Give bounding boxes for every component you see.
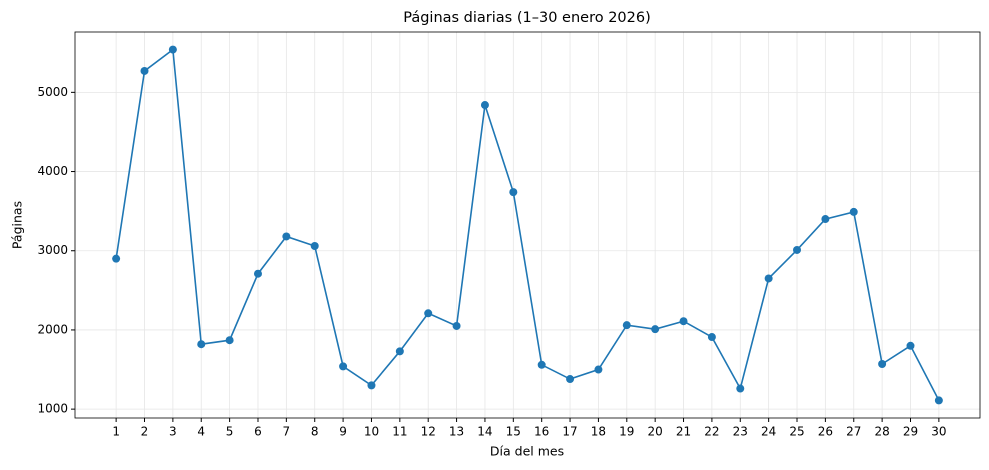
x-tick-label: 15 — [506, 425, 521, 439]
marker — [878, 359, 887, 368]
x-axis-label: Día del mes — [490, 444, 564, 459]
marker — [651, 325, 660, 334]
x-tick-label: 18 — [591, 425, 606, 439]
x-tick-label: 4 — [197, 425, 205, 439]
x-tick-label: 2 — [141, 425, 149, 439]
marker — [140, 66, 149, 75]
marker — [934, 396, 943, 405]
x-tick-label: 14 — [477, 425, 492, 439]
marker — [424, 309, 433, 318]
marker — [679, 317, 688, 326]
marker — [339, 362, 348, 371]
x-tick-label: 9 — [339, 425, 347, 439]
x-tick-label: 13 — [449, 425, 464, 439]
marker — [566, 375, 575, 384]
x-tick-label: 24 — [761, 425, 776, 439]
marker — [480, 101, 489, 110]
marker — [736, 384, 745, 393]
marker — [594, 365, 603, 374]
marker — [821, 215, 830, 224]
marker — [707, 333, 716, 342]
x-tick-label: 20 — [648, 425, 663, 439]
x-tick-label: 16 — [534, 425, 549, 439]
chart-title: Páginas diarias (1–30 enero 2026) — [403, 10, 651, 26]
marker — [849, 207, 858, 216]
x-tick-label: 22 — [704, 425, 719, 439]
line — [115, 48, 940, 401]
marker — [253, 269, 262, 278]
x-tick-label: 25 — [789, 425, 804, 439]
marker — [112, 254, 121, 263]
y-tick-label: 1000 — [37, 402, 68, 416]
x-tick-label: 17 — [562, 425, 577, 439]
y-tick-label: 4000 — [37, 164, 68, 178]
marker — [310, 241, 319, 250]
y-tick-label: 3000 — [37, 243, 68, 257]
marker — [793, 245, 802, 254]
x-tick-label: 19 — [619, 425, 634, 439]
x-tick-label: 10 — [364, 425, 379, 439]
plot-frame — [74, 31, 981, 419]
marker — [225, 336, 234, 345]
marker — [537, 360, 546, 369]
x-tick-label: 26 — [818, 425, 833, 439]
x-tick-label: 12 — [421, 425, 436, 439]
y-tick-label: 5000 — [37, 85, 68, 99]
marker — [764, 274, 773, 283]
x-tick-label: 3 — [169, 425, 177, 439]
marker — [367, 381, 376, 390]
x-tick-label: 11 — [392, 425, 407, 439]
x-tick-label: 21 — [676, 425, 691, 439]
marker — [452, 321, 461, 330]
x-tick-label: 5 — [226, 425, 234, 439]
x-tick-label: 30 — [931, 425, 946, 439]
x-tick-label: 7 — [283, 425, 291, 439]
marker — [906, 341, 915, 350]
x-tick-label: 23 — [733, 425, 748, 439]
marker — [622, 321, 631, 330]
x-tick-label: 27 — [846, 425, 861, 439]
marker — [282, 232, 291, 241]
marker — [395, 347, 404, 356]
y-tick-label: 2000 — [37, 322, 68, 336]
marker — [509, 188, 518, 197]
x-tick-label: 8 — [311, 425, 319, 439]
marker — [168, 45, 177, 54]
x-tick-label: 6 — [254, 425, 262, 439]
marker — [197, 340, 206, 349]
x-tick-label: 1 — [112, 425, 120, 439]
x-tick-label: 28 — [874, 425, 889, 439]
y-axis-label: Páginas — [10, 201, 25, 249]
x-tick-label: 29 — [903, 425, 918, 439]
